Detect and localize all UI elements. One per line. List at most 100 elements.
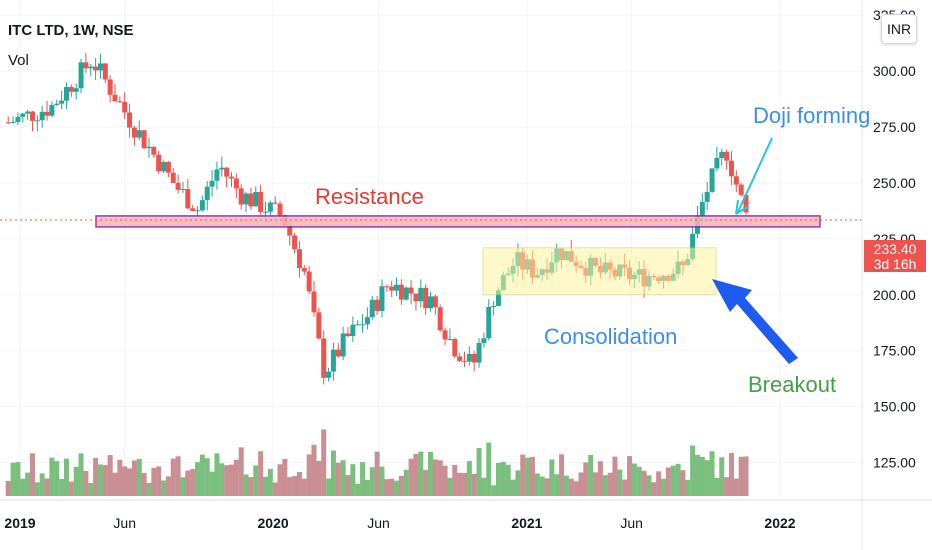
volume-bar [355, 483, 361, 496]
volume-bar [583, 462, 589, 496]
volume-bar [719, 457, 725, 496]
volume-bar [515, 470, 521, 496]
candle-body [175, 182, 181, 190]
candle-body [316, 312, 322, 339]
candle-body [345, 333, 351, 337]
candle-body [161, 162, 167, 172]
candle-body [690, 233, 696, 260]
candle-body [209, 180, 215, 187]
volume-bar [267, 468, 273, 496]
volume-bar [228, 464, 234, 496]
candle-body [495, 290, 501, 306]
volume-bar [699, 456, 705, 496]
volume-bar [301, 478, 307, 496]
volume-bar [534, 473, 540, 496]
candle-body [267, 202, 273, 212]
volume-bar [520, 454, 526, 496]
volume-bar [73, 466, 79, 496]
y-tick-label: 200.00 [873, 287, 916, 303]
currency-button[interactable]: INR [881, 14, 917, 44]
volume-bar [340, 460, 346, 496]
volume-bar [631, 463, 637, 496]
volume-bar [675, 463, 681, 496]
volume-bar [170, 458, 176, 496]
candle-body [180, 188, 186, 190]
candle-body [709, 168, 715, 192]
volume-bar [165, 476, 171, 496]
volume-bar [88, 482, 94, 496]
candle-body [442, 330, 448, 340]
volume-bar [277, 464, 283, 496]
volume-bar [394, 480, 400, 496]
candle-body [156, 154, 162, 172]
volume-bar [311, 444, 317, 496]
candle-body [728, 160, 734, 177]
volume-bar [146, 482, 152, 496]
volume-bar [5, 480, 11, 496]
candle-body [131, 127, 137, 138]
resistance-label: Resistance [315, 184, 424, 209]
candle-body [20, 113, 26, 117]
candle-body [44, 111, 50, 116]
volume-bar [457, 472, 463, 496]
candle-body [258, 191, 264, 212]
volume-bar [195, 462, 201, 496]
candle-body [73, 88, 79, 92]
volume-bar [656, 471, 662, 496]
candle-body [277, 203, 283, 216]
last-price: 233.40 [873, 241, 917, 257]
breakout-label: Breakout [748, 372, 837, 397]
candle-body [97, 63, 103, 71]
volume-bar [180, 477, 186, 496]
candle-body [719, 151, 725, 159]
volume-bar [525, 457, 531, 496]
volume-bar [389, 478, 395, 496]
volume-bar [597, 461, 603, 496]
volume-bar [34, 482, 40, 496]
volume-bar [573, 481, 579, 496]
volume-bar [607, 472, 613, 496]
chart-grid [0, 0, 862, 500]
volume-bar [646, 475, 652, 496]
volume-bar [491, 485, 497, 496]
candle-body [83, 62, 89, 69]
volume-bar [568, 478, 574, 496]
volume-bar [54, 461, 60, 496]
volume-bar [224, 465, 230, 496]
volume-bar [447, 477, 453, 496]
volume-bar [500, 461, 506, 496]
volume-bar [665, 467, 671, 496]
volume-bar [651, 482, 657, 496]
volume-bar [326, 478, 332, 496]
volume-bar [593, 472, 599, 496]
candle-body [457, 356, 463, 361]
volume-bar [287, 477, 293, 496]
volume-bar [588, 454, 594, 496]
volume-bar [10, 462, 16, 496]
volume-indicator-label[interactable]: Vol [8, 52, 29, 69]
volume-bar [379, 466, 385, 496]
candle-body [476, 343, 482, 363]
volume-bar [481, 477, 487, 496]
candle-body [292, 235, 298, 250]
volume-bar [233, 459, 239, 496]
volume-bar [559, 454, 565, 496]
candle-body [107, 79, 113, 95]
volume-bar [466, 461, 472, 496]
candle-body [408, 287, 414, 294]
candle-body [384, 286, 390, 288]
y-tick-label: 250.00 [873, 175, 916, 191]
volume-bar [204, 458, 210, 496]
candle-body [88, 66, 94, 69]
volume-bar [243, 474, 249, 496]
candle-body [238, 188, 244, 205]
candle-body [287, 225, 293, 236]
candle-body [224, 167, 230, 177]
volume-bar [102, 465, 108, 496]
volume-bar [190, 469, 196, 496]
candle-body [423, 287, 429, 309]
candle-body [461, 360, 467, 362]
candle-body [743, 194, 749, 213]
candle-body [699, 201, 705, 216]
